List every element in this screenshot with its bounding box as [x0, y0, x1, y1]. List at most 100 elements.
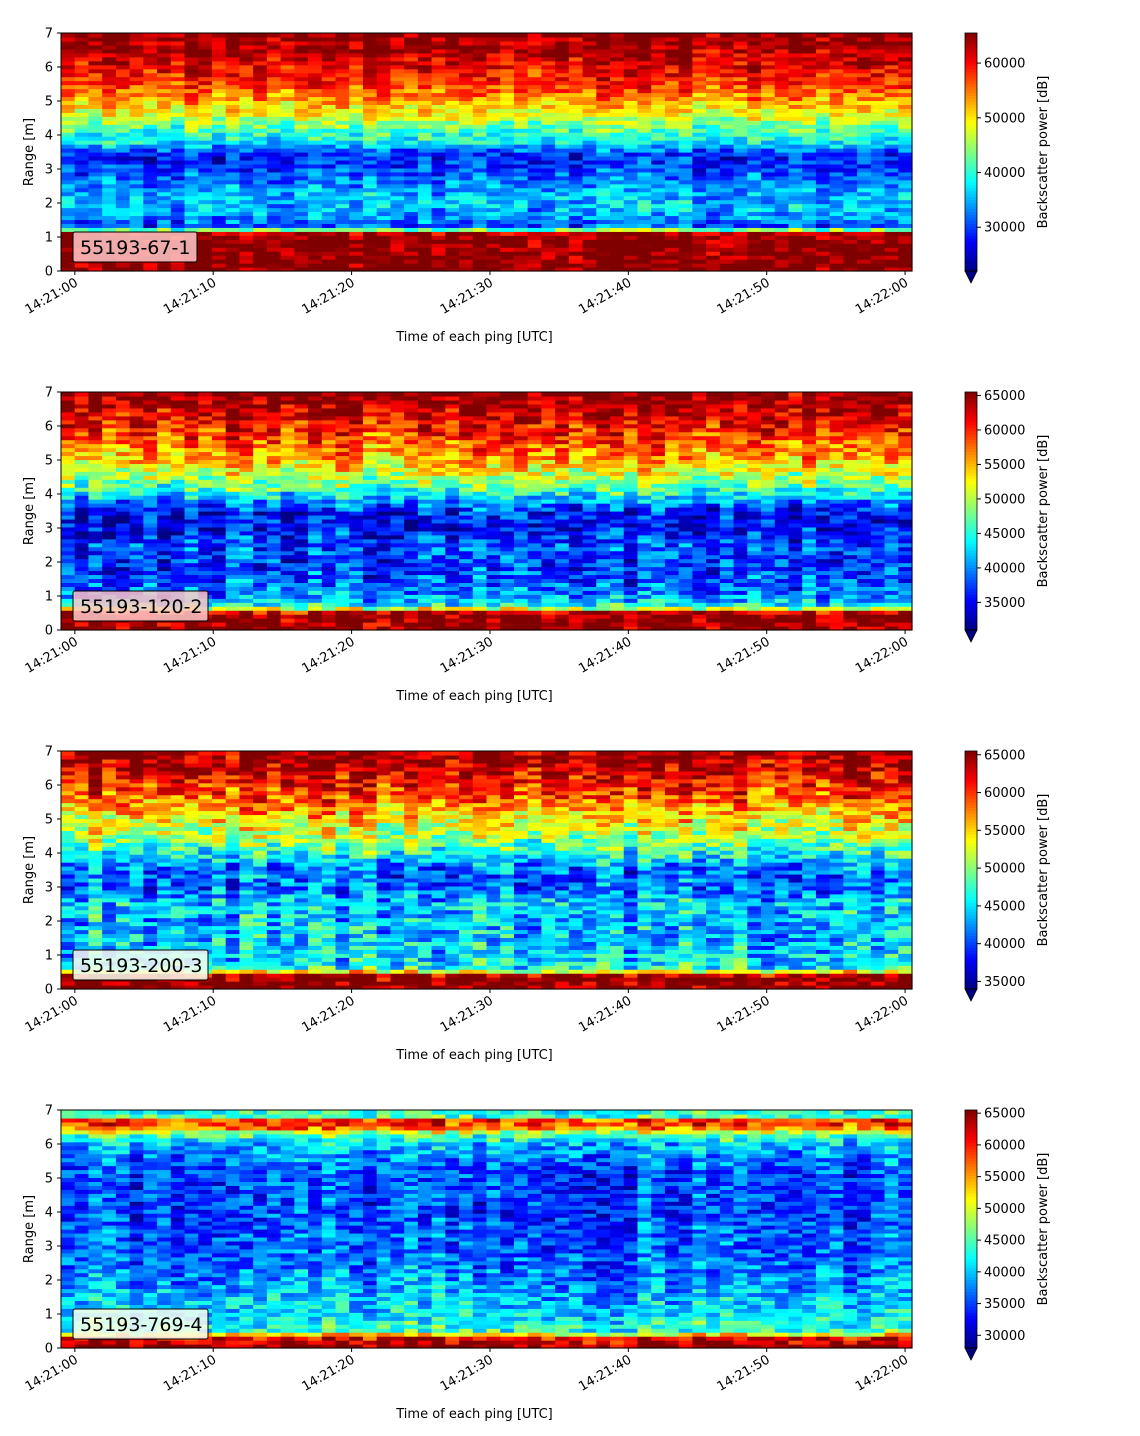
colorbar-swatch [965, 149, 977, 153]
heatmap-cell [308, 163, 323, 169]
heatmap-cell [88, 479, 103, 484]
heatmap-cell [733, 195, 748, 201]
heatmap-cell [733, 124, 748, 129]
heatmap-cell [472, 128, 488, 133]
heatmap-cell [266, 159, 282, 165]
heatmap-cell [211, 467, 227, 472]
heatmap-cell [211, 439, 227, 445]
heatmap-cell [610, 144, 625, 149]
heatmap-cell [239, 235, 254, 240]
heatmap-cell [170, 578, 186, 583]
heatmap-cell [884, 239, 899, 244]
heatmap-cell [170, 223, 186, 228]
heatmap-cell [884, 84, 899, 90]
heatmap-cell [349, 167, 364, 173]
y-tick-label: 3 [45, 163, 53, 178]
heatmap-cell [143, 219, 158, 224]
heatmap-cell [390, 191, 405, 197]
heatmap-cell [198, 223, 213, 228]
heatmap-cell [623, 179, 639, 185]
heatmap-cell [486, 56, 501, 62]
heatmap-cell [170, 558, 186, 564]
heatmap-cell [88, 415, 103, 421]
heatmap-cell [129, 455, 144, 461]
heatmap-cell [198, 215, 213, 221]
heatmap-cell [596, 211, 611, 217]
heatmap-cell [815, 207, 831, 213]
heatmap-cell [829, 163, 844, 169]
heatmap-cell [664, 203, 680, 209]
heatmap-cell [527, 108, 543, 113]
heatmap-cell [88, 136, 103, 141]
heatmap-cell [280, 92, 295, 98]
heatmap-cell [541, 219, 556, 224]
heatmap-cell [527, 211, 543, 217]
heatmap-cell [335, 108, 350, 113]
heatmap-cell [788, 140, 803, 145]
heatmap-cell [568, 203, 584, 209]
heatmap-cell [417, 56, 433, 62]
heatmap-cell [253, 618, 268, 623]
heatmap-cell [610, 60, 625, 66]
heatmap-cell [774, 84, 790, 90]
heatmap-cell [102, 116, 117, 121]
heatmap-cell [115, 542, 131, 548]
heatmap-cell [239, 239, 254, 244]
heatmap-cell [706, 84, 721, 90]
heatmap-cell [239, 499, 254, 504]
heatmap-cell [294, 259, 309, 264]
heatmap-cell [102, 120, 117, 125]
heatmap-cell [568, 60, 584, 66]
heatmap-cell [129, 538, 144, 544]
heatmap-cell [170, 530, 186, 536]
heatmap-cell [102, 514, 117, 520]
heatmap-cell [651, 227, 666, 232]
heatmap-cell [486, 219, 501, 224]
heatmap-cell [472, 120, 488, 125]
heatmap-cell [129, 136, 144, 141]
heatmap-cell [829, 48, 844, 54]
heatmap-cell [225, 195, 241, 201]
heatmap-cell [239, 60, 254, 66]
heatmap-cell [802, 239, 817, 244]
heatmap-cell [445, 52, 460, 58]
heatmap-cell [211, 132, 227, 137]
heatmap-cell [88, 128, 103, 133]
heatmap-cell [170, 566, 186, 572]
heatmap-cell [568, 219, 584, 224]
heatmap-cell [610, 179, 625, 185]
heatmap-cell [362, 211, 378, 217]
heatmap-cell [170, 475, 186, 480]
heatmap-cell [417, 48, 433, 54]
heatmap-cell [280, 124, 295, 129]
heatmap-cell [582, 44, 597, 50]
heatmap-cell [253, 159, 268, 165]
heatmap-cell [280, 167, 295, 173]
heatmap-cell [802, 152, 817, 157]
heatmap-cell [143, 80, 158, 86]
heatmap-cell [829, 263, 844, 268]
heatmap-cell [486, 155, 501, 161]
heatmap-cell [198, 427, 213, 433]
heatmap-cell [884, 251, 899, 256]
heatmap-cell [417, 88, 433, 94]
heatmap-cell [610, 191, 625, 197]
heatmap-cell [308, 219, 323, 224]
heatmap-cell [74, 124, 90, 129]
heatmap-cell [170, 144, 186, 149]
heatmap-cell [280, 227, 295, 232]
heatmap-cell [266, 427, 282, 433]
heatmap-cell [88, 530, 103, 536]
heatmap-cell [170, 215, 186, 221]
heatmap-cell [335, 128, 350, 133]
heatmap-cell [170, 80, 186, 86]
heatmap-cell [74, 195, 90, 201]
heatmap-cell [719, 171, 735, 177]
heatmap-cell [459, 76, 474, 82]
heatmap-cell [898, 40, 913, 46]
heatmap-cell [349, 195, 364, 201]
heatmap-cell [719, 183, 735, 189]
heatmap-cell [857, 203, 872, 209]
heatmap-cell [280, 104, 295, 109]
heatmap-cell [308, 550, 323, 556]
